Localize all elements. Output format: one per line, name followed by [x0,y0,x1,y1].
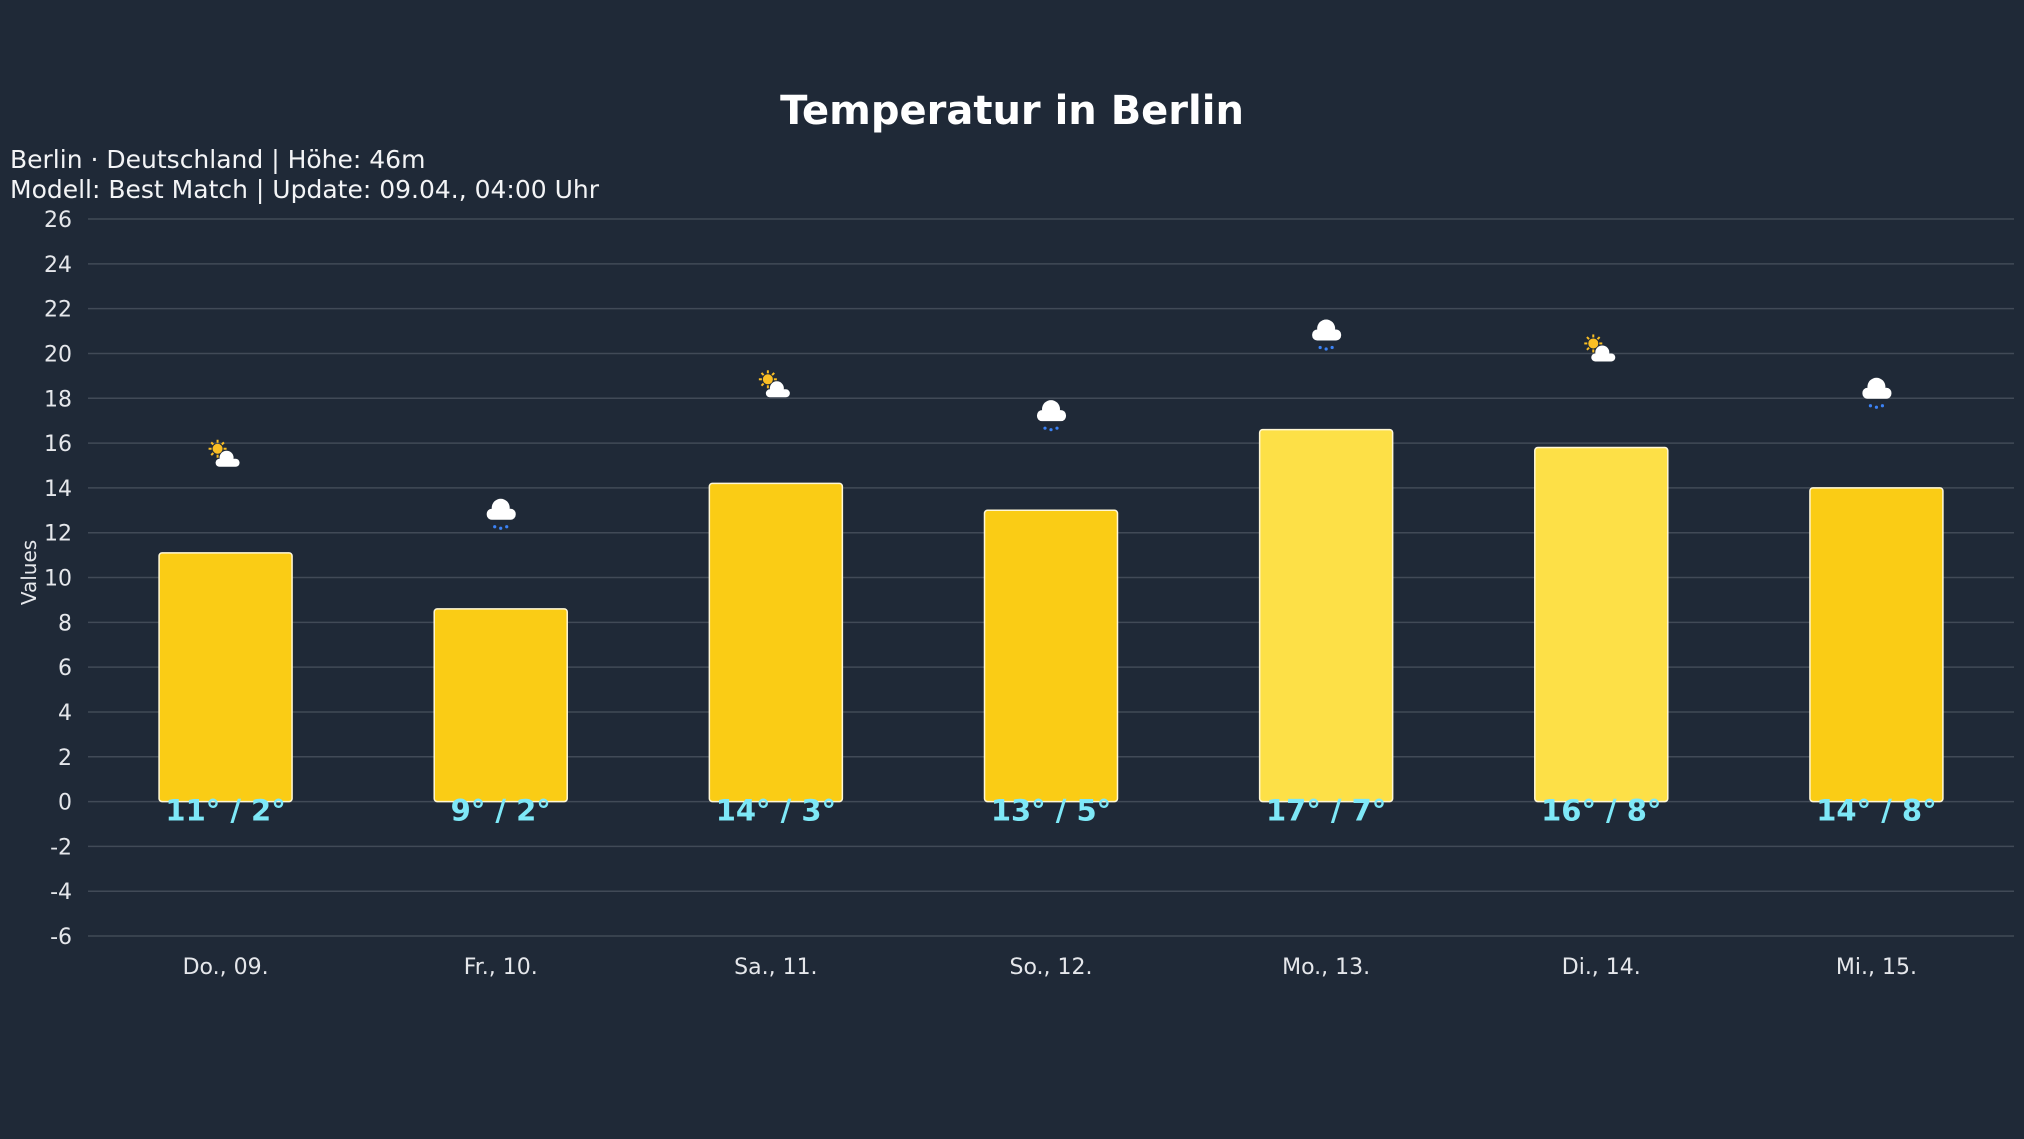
x-tick-label: Do., 09. [183,955,269,980]
y-tick-label: 24 [44,253,72,278]
rain-cloud-icon [1862,377,1892,409]
sun-ray [221,441,225,446]
bar [1809,487,1944,803]
bar [708,482,844,803]
y-tick-label: 4 [58,701,72,726]
partly-cloudy-icon [1584,334,1616,362]
rain-drop [1880,404,1885,408]
y-tick-label: 22 [44,298,72,323]
chart-title: Temperatur in Berlin [780,88,1244,134]
data-label: 14° / 8° [1816,794,1936,828]
bar [433,608,568,803]
sun-ray [1586,346,1590,351]
rain-drop [1874,405,1879,409]
chart-subtitle-location: Berlin · Deutschland | Höhe: 46m [10,145,426,174]
bar [1258,428,1394,803]
sun-ray [1586,336,1590,340]
sun-ray [771,372,775,376]
cloud-base [1591,353,1616,362]
sun-core [212,443,223,454]
cloud-icon [1037,400,1066,422]
x-tick-label: Di., 14. [1562,955,1641,980]
rain-drop [493,525,497,529]
x-tick-label: Mi., 15. [1836,955,1917,980]
rain-drop [1330,345,1334,350]
sun-core [1588,338,1599,349]
bar [1534,446,1669,803]
cloud-icon [486,498,516,520]
cloud-base [215,458,240,467]
y-tick-label: 2 [58,746,72,771]
y-tick-label: 20 [44,342,72,367]
rain-cloud-icon [1312,319,1342,351]
sun-ray [760,372,765,376]
rain-drop [1049,428,1053,432]
rain-drop [1055,426,1059,430]
x-tick-label: So., 12. [1009,955,1092,980]
bar [983,509,1119,803]
rain-drop [1324,347,1328,351]
rain-cloud-icon [1037,400,1066,432]
cloud-icon [1312,319,1342,341]
cloud-icon [765,381,790,398]
data-label: 14° / 3° [716,794,836,828]
cloud-base [1037,410,1066,422]
cloud-base [1312,329,1342,341]
sun-ray [210,441,215,446]
y-tick-label: 18 [44,387,72,412]
rain-drop [1868,404,1873,408]
sun-ray [760,382,765,387]
rain-cloud-icon [486,498,516,530]
y-tick-label: 14 [44,477,72,502]
data-label: 9° / 2° [451,794,551,828]
y-tick-label: -6 [50,925,72,950]
data-label: 13° / 5° [991,794,1111,828]
rain-drop [1043,426,1047,430]
partly-cloudy-icon [758,370,790,398]
y-tick-label: 0 [58,791,72,816]
sun-ray [210,452,215,456]
data-label: 17° / 7° [1266,794,1386,828]
y-tick-label: 6 [58,656,72,681]
y-tick-label: 16 [44,432,72,457]
sun-ray [1596,336,1601,340]
cloud-base [486,508,516,520]
data-label: 16° / 8° [1541,794,1661,828]
y-axis-label: Values [17,540,41,605]
x-tick-label: Mo., 13. [1282,955,1370,980]
rain-drop [505,525,509,529]
y-tick-label: -4 [50,880,72,905]
cloud-icon [1591,345,1616,362]
y-tick-label: 8 [58,611,72,636]
sun-icon [758,370,777,389]
partly-cloudy-icon [208,439,240,467]
sun-core [762,374,773,385]
cloud-base [1862,387,1892,399]
y-tick-label: 26 [44,208,72,233]
x-tick-label: Sa., 11. [734,955,817,980]
x-tick-label: Fr., 10. [464,955,538,980]
rain-drop [1318,345,1322,350]
cloud-base [765,389,790,398]
chart-subtitle-model: Modell: Best Match | Update: 09.04., 04:… [10,175,600,204]
y-tick-label: 10 [44,567,72,592]
rain-drop [499,526,503,530]
cloud-icon [1862,377,1892,399]
bar [158,552,293,803]
data-label: 11° / 2° [165,794,285,828]
cloud-icon [215,450,240,467]
y-tick-label: 12 [44,522,72,547]
y-tick-label: -2 [50,835,72,860]
